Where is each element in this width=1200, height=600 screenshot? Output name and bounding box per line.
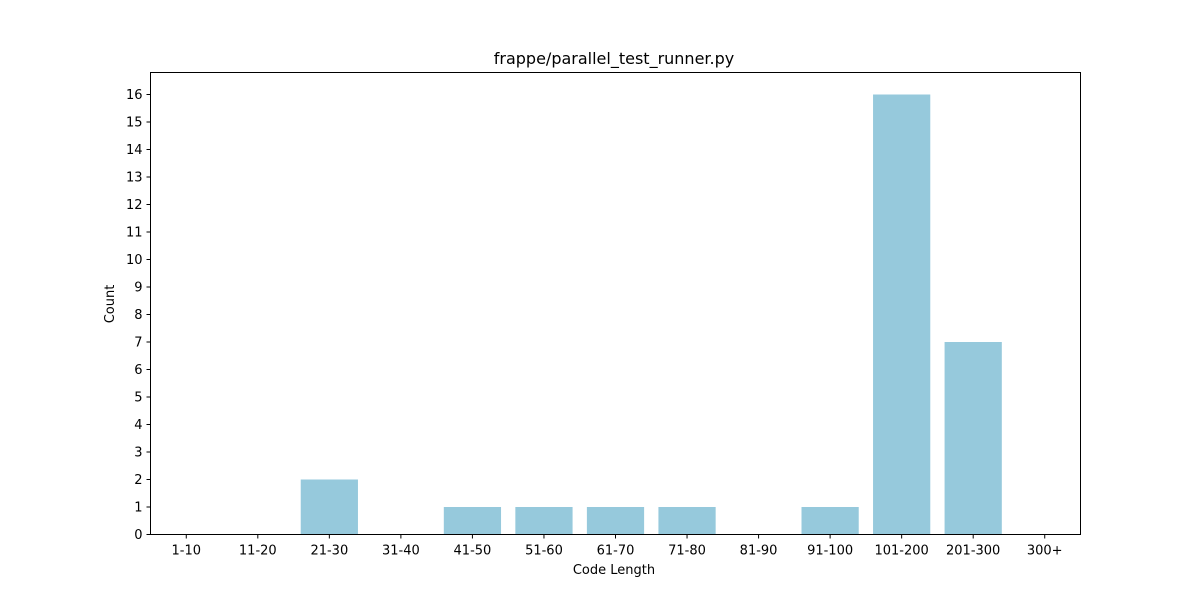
y-tick-label: 2 <box>134 473 142 488</box>
x-tick-label: 101-200 <box>874 544 928 559</box>
x-tick-label: 300+ <box>1027 544 1063 559</box>
x-tick-label: 91-100 <box>807 544 853 559</box>
bar-41-50 <box>443 507 502 535</box>
x-tick-label: 1-10 <box>172 544 202 559</box>
x-tick-label: 61-70 <box>597 544 635 559</box>
y-tick-label: 3 <box>134 446 142 461</box>
x-tick-label: 51-60 <box>525 544 563 559</box>
x-tick-label: 31-40 <box>382 544 420 559</box>
y-tick-label: 6 <box>134 363 142 378</box>
y-tick-label: 10 <box>126 253 143 268</box>
y-tick-label: 0 <box>134 528 142 543</box>
x-tick-label: 11-20 <box>239 544 277 559</box>
bar-21-30 <box>300 479 358 535</box>
chart-title: frappe/parallel_test_runner.py <box>494 49 734 69</box>
y-tick-label: 11 <box>126 226 143 241</box>
y-tick-label: 7 <box>134 336 142 351</box>
y-tick-label: 9 <box>134 281 142 296</box>
y-tick-label: 14 <box>126 143 143 158</box>
x-tick-label: 81-90 <box>740 544 778 559</box>
bar-51-60 <box>515 507 573 535</box>
bar-201-300 <box>944 342 1002 535</box>
x-axis-label: Code Length <box>573 563 655 578</box>
y-tick-label: 16 <box>126 88 143 103</box>
bar-61-70 <box>586 507 645 535</box>
y-tick-label: 4 <box>134 418 142 433</box>
bar-91-100 <box>801 507 859 535</box>
y-axis-label: Count <box>103 285 118 324</box>
y-tick-label: 15 <box>126 116 143 131</box>
bar-71-80 <box>658 507 716 535</box>
y-tick-label: 8 <box>134 308 142 323</box>
x-tick-label: 201-300 <box>946 544 1000 559</box>
y-tick-label: 5 <box>134 391 142 406</box>
bar-101-200 <box>873 94 931 535</box>
x-tick-label: 21-30 <box>310 544 348 559</box>
bars-group <box>300 94 1002 535</box>
y-tick-label: 13 <box>126 171 143 186</box>
x-tick-label: 71-80 <box>668 544 706 559</box>
plot-frame <box>150 72 1081 535</box>
x-tick-label: 41-50 <box>454 544 492 559</box>
y-tick-label: 1 <box>134 501 142 516</box>
x-axis-ticks: 1-10 11-20 21-30 31-40 41-50 51-60 61-70 71-80 8… <box>172 534 1063 559</box>
y-tick-label: 12 <box>126 198 143 213</box>
